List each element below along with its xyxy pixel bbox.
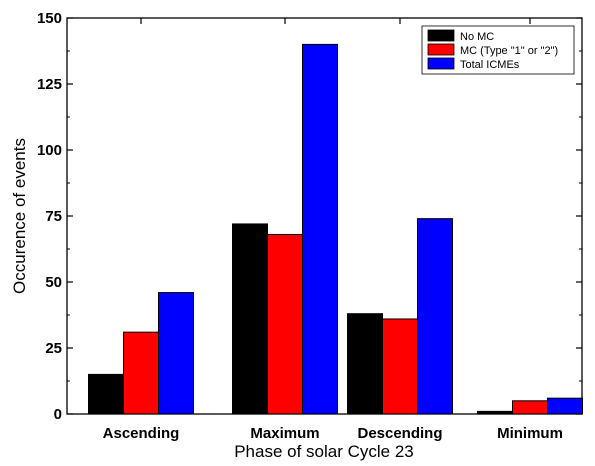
y-tick-label: 150 (37, 10, 62, 27)
y-axis-title: Occurence of events (10, 138, 29, 294)
legend-swatch (427, 43, 455, 56)
y-tick-label: 75 (45, 208, 62, 225)
bar (477, 410, 513, 415)
y-tick-label: 0 (54, 406, 62, 423)
y-tick-labels: 0 25 50 75 100 125 150 (37, 10, 62, 423)
x-axis-title: Phase of solar Cycle 23 (234, 442, 414, 461)
y-tick-label: 125 (37, 76, 62, 93)
bar (512, 400, 548, 415)
bar (88, 373, 124, 415)
bar (547, 397, 583, 415)
bar (123, 331, 159, 415)
legend-label: MC (Type "1" or "2") (460, 45, 558, 57)
legend-label: No MC (460, 31, 494, 43)
x-tick-label: Maximum (250, 425, 319, 442)
x-tick-label: Ascending (103, 425, 180, 442)
x-tick-label: Minimum (497, 425, 563, 442)
legend: No MC MC (Type "1" or "2") Total ICMEs (421, 25, 575, 75)
x-tick-label: Descending (357, 425, 442, 442)
y-tick-label: 25 (45, 340, 62, 357)
y-tick-label: 50 (45, 274, 62, 291)
bar (232, 223, 268, 415)
x-tick-labels: Ascending Maximum Descending Minimum (103, 425, 563, 442)
legend-swatch (427, 57, 455, 70)
bars (88, 43, 583, 415)
legend-label: Total ICMEs (460, 59, 520, 71)
y-ticks (67, 17, 582, 415)
bar (347, 313, 383, 415)
bar (302, 43, 338, 415)
y-tick-label: 100 (37, 142, 62, 159)
bar (267, 233, 303, 415)
bar (158, 292, 194, 415)
legend-swatch (427, 29, 455, 42)
bar (382, 318, 418, 415)
bar (417, 218, 453, 415)
